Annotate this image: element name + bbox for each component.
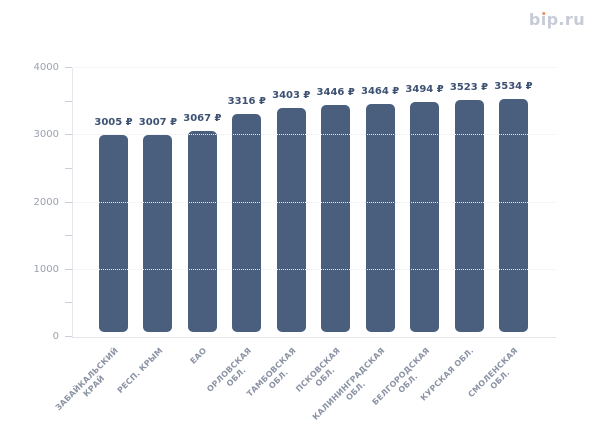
- bar[interactable]: [143, 134, 173, 332]
- y-axis-tick: [65, 134, 72, 136]
- bar-slot: 3403 ₽: [272, 90, 310, 337]
- bar[interactable]: [276, 108, 306, 332]
- logo-text: b ıp.ru: [528, 10, 585, 29]
- bar[interactable]: [232, 114, 262, 332]
- bar-value-label: 3403 ₽: [272, 90, 311, 102]
- bar-value-label: 3446 ₽: [316, 87, 355, 99]
- y-axis-tick: [65, 235, 72, 237]
- bar-slot: 3446 ₽: [317, 87, 355, 337]
- bar-slot: 3494 ₽: [405, 84, 444, 337]
- y-axis-label: 4000: [33, 62, 59, 73]
- bar[interactable]: [410, 102, 440, 332]
- bar[interactable]: [99, 134, 128, 332]
- y-axis-tick: [65, 268, 72, 270]
- category-label: СМОЛЕНСКАЯ ОБЛ.: [466, 346, 520, 400]
- bar[interactable]: [454, 100, 484, 332]
- category-label: РЕСП. КРЫМ: [115, 346, 165, 396]
- bip-ru-logo[interactable]: b ıp.ru: [529, 10, 585, 29]
- y-axis-tick: [65, 336, 72, 337]
- y-axis-label: 3000: [33, 129, 59, 141]
- category-label: ЕАО: [188, 346, 209, 366]
- bar-slot: 3067 ₽: [183, 113, 222, 337]
- gridline: [73, 134, 556, 136]
- bar-slot: 3007 ₽: [139, 117, 177, 337]
- logo-i-dot: [541, 11, 546, 15]
- bar-value-label: 3007 ₽: [138, 116, 178, 128]
- bar[interactable]: [321, 105, 351, 332]
- gridline: [73, 268, 556, 270]
- gridline: [73, 201, 556, 203]
- y-axis-tick: [65, 100, 72, 102]
- bar-slot: 3316 ₽: [228, 96, 266, 337]
- bar-value-label: 3494 ₽: [405, 84, 444, 96]
- bar-value-label: 3464 ₽: [360, 86, 400, 98]
- bar-slot: 3005 ₽: [94, 117, 133, 337]
- y-axis-label: 2000: [33, 196, 59, 208]
- y-axis-label: 1000: [33, 263, 59, 275]
- bar-value-label: 3316 ₽: [227, 96, 266, 107]
- bar-value-label: 3523 ₽: [449, 82, 489, 94]
- bar[interactable]: [187, 130, 217, 332]
- y-axis-tick: [65, 167, 72, 169]
- bars-row: 3005 ₽ 3007 ₽ 3067 ₽ 3316 ₽ 3403 ₽ 3446 ₽ 3464…: [73, 68, 556, 337]
- bar[interactable]: [498, 99, 528, 332]
- bar-value-label: 3005 ₽: [94, 116, 133, 128]
- gridline: [73, 67, 556, 68]
- category-label: ЗАБАЙКАЛЬСКИЙ КРАЙ: [53, 346, 120, 413]
- y-axis-tick: [65, 201, 72, 203]
- y-axis-label: 0: [52, 331, 59, 342]
- bar-slot: 3523 ₽: [450, 82, 488, 337]
- bar[interactable]: [365, 104, 395, 332]
- y-axis-tick: [65, 67, 72, 68]
- bar-value-label: 3067 ₽: [183, 112, 222, 124]
- bar-slot: 3464 ₽: [361, 86, 399, 337]
- bar-value-label: 3534 ₽: [494, 81, 533, 93]
- bar-chart: 3005 ₽ 3007 ₽ 3067 ₽ 3316 ₽ 3403 ₽ 3446 ₽ 3464…: [34, 62, 556, 422]
- y-axis-tick: [65, 302, 72, 304]
- bar-slot: 3534 ₽: [494, 81, 533, 337]
